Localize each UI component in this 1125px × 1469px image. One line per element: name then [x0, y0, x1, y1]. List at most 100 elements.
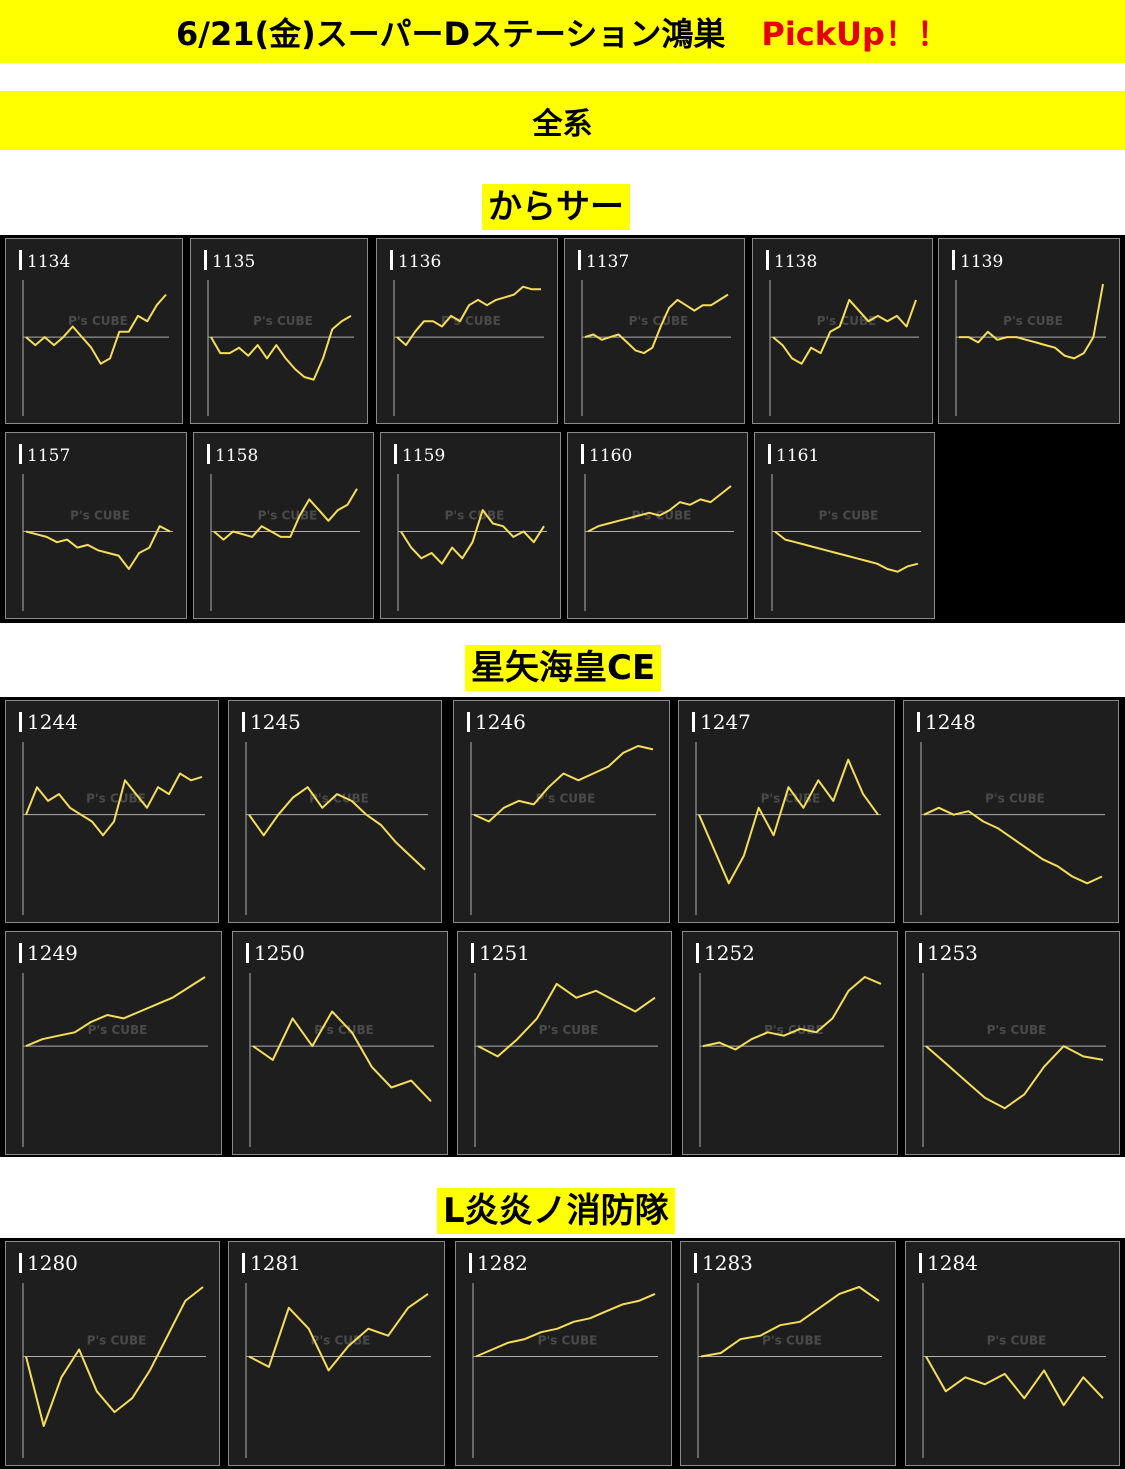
section-title-seiya: 星矢海皇CE — [465, 645, 662, 691]
grid-block-karasa — [0, 235, 1125, 623]
chart-background — [5, 432, 187, 619]
slump-chart-1161: 1161 P's CUBE — [754, 432, 935, 619]
slump-line — [475, 1292, 656, 1358]
machine-number: 1284 — [927, 1251, 978, 1275]
slump-line — [252, 1010, 432, 1102]
slump-line — [772, 298, 917, 365]
pickup-label: PickUp！！ — [761, 14, 949, 53]
slump-chart-1251: 1251 P's CUBE — [457, 931, 672, 1155]
chart-background — [5, 238, 183, 424]
chart-background — [5, 931, 222, 1155]
chart-background — [457, 931, 672, 1155]
slump-line — [698, 758, 879, 885]
slump-line — [587, 485, 732, 533]
machine-number: 1138 — [774, 252, 817, 272]
slump-chart-1139: 1139 P's CUBE — [938, 238, 1120, 424]
label-marker — [696, 943, 699, 963]
chart-background — [453, 700, 670, 923]
slump-line — [25, 525, 171, 570]
watermark: P's CUBE — [987, 1023, 1047, 1037]
watermark: P's CUBE — [762, 1334, 822, 1348]
slump-chart-1134: 1134 P's CUBE — [5, 238, 183, 424]
machine-number: 1158 — [215, 446, 258, 466]
machine-number: 1136 — [398, 252, 441, 272]
slump-chart-1249: 1249 P's CUBE — [5, 931, 222, 1155]
label-marker — [207, 444, 210, 464]
label-marker — [768, 444, 771, 464]
slump-chart-1248: 1248 P's CUBE — [903, 700, 1119, 923]
watermark: P's CUBE — [987, 1334, 1047, 1348]
watermark: P's CUBE — [68, 314, 128, 328]
chart-background — [754, 432, 935, 619]
machine-number: 1248 — [925, 710, 976, 734]
slump-chart-1282: 1282 P's CUBE — [455, 1241, 672, 1466]
slump-chart-1158: 1158 P's CUBE — [193, 432, 374, 619]
slump-line — [25, 976, 206, 1048]
machine-number: 1280 — [27, 1251, 78, 1275]
watermark: P's CUBE — [86, 792, 146, 806]
label-marker — [919, 1253, 922, 1273]
machine-number: 1252 — [704, 941, 755, 965]
watermark: P's CUBE — [536, 792, 596, 806]
slump-chart-1138: 1138 P's CUBE — [752, 238, 933, 424]
slump-line — [25, 772, 203, 837]
slump-line — [700, 1286, 880, 1358]
label-marker — [694, 1253, 697, 1273]
chart-background — [905, 931, 1120, 1155]
label-marker — [952, 250, 955, 270]
slump-chart-1284: 1284 P's CUBE — [905, 1241, 1120, 1466]
watermark: P's CUBE — [764, 1023, 824, 1037]
watermark: P's CUBE — [311, 1334, 371, 1348]
slump-line — [702, 976, 882, 1051]
machine-number: 1250 — [254, 941, 305, 965]
chart-background — [678, 700, 895, 923]
watermark: P's CUBE — [87, 1334, 147, 1348]
slump-chart-1252: 1252 P's CUBE — [682, 931, 898, 1155]
chart-background — [232, 931, 448, 1155]
slump-line — [25, 1286, 204, 1427]
watermark: P's CUBE — [538, 1334, 598, 1348]
watermark: P's CUBE — [441, 314, 501, 328]
machine-number: 1134 — [27, 252, 70, 272]
slump-line — [584, 293, 729, 355]
label-marker — [578, 250, 581, 270]
machine-number: 1253 — [927, 941, 978, 965]
slump-chart-1135: 1135 P's CUBE — [190, 238, 368, 424]
chart-background — [905, 1241, 1120, 1466]
label-marker — [467, 712, 470, 732]
slump-line — [959, 283, 1104, 360]
slump-chart-1281: 1281 P's CUBE — [228, 1241, 445, 1466]
slump-chart-1246: 1246 P's CUBE — [453, 700, 670, 923]
watermark: P's CUBE — [253, 314, 313, 328]
label-marker — [246, 943, 249, 963]
label-marker — [19, 250, 22, 270]
watermark: P's CUBE — [445, 509, 505, 523]
slump-line — [925, 1356, 1104, 1407]
slump-chart-1250: 1250 P's CUBE — [232, 931, 448, 1155]
slump-line — [477, 982, 656, 1058]
slump-line — [248, 1293, 429, 1372]
chart-background — [5, 700, 219, 923]
label-marker — [19, 943, 22, 963]
label-marker — [19, 444, 22, 464]
machine-number: 1245 — [250, 710, 301, 734]
slump-chart-1283: 1283 P's CUBE — [680, 1241, 896, 1466]
machine-number: 1139 — [960, 252, 1003, 272]
watermark: P's CUBE — [1003, 314, 1063, 328]
label-marker — [692, 712, 695, 732]
label-marker — [390, 250, 393, 270]
label-marker — [394, 444, 397, 464]
slump-chart-1253: 1253 P's CUBE — [905, 931, 1120, 1155]
slump-chart-1244: 1244 P's CUBE — [5, 700, 219, 923]
label-marker — [917, 712, 920, 732]
watermark: P's CUBE — [70, 509, 130, 523]
machine-number: 1157 — [27, 446, 70, 466]
slump-line — [774, 530, 919, 573]
chart-background — [193, 432, 374, 619]
chart-background — [903, 700, 1119, 923]
chart-background — [190, 238, 368, 424]
watermark: P's CUBE — [88, 1023, 148, 1037]
slump-line — [925, 1045, 1104, 1110]
slump-line — [248, 786, 426, 871]
slump-line — [210, 315, 352, 381]
